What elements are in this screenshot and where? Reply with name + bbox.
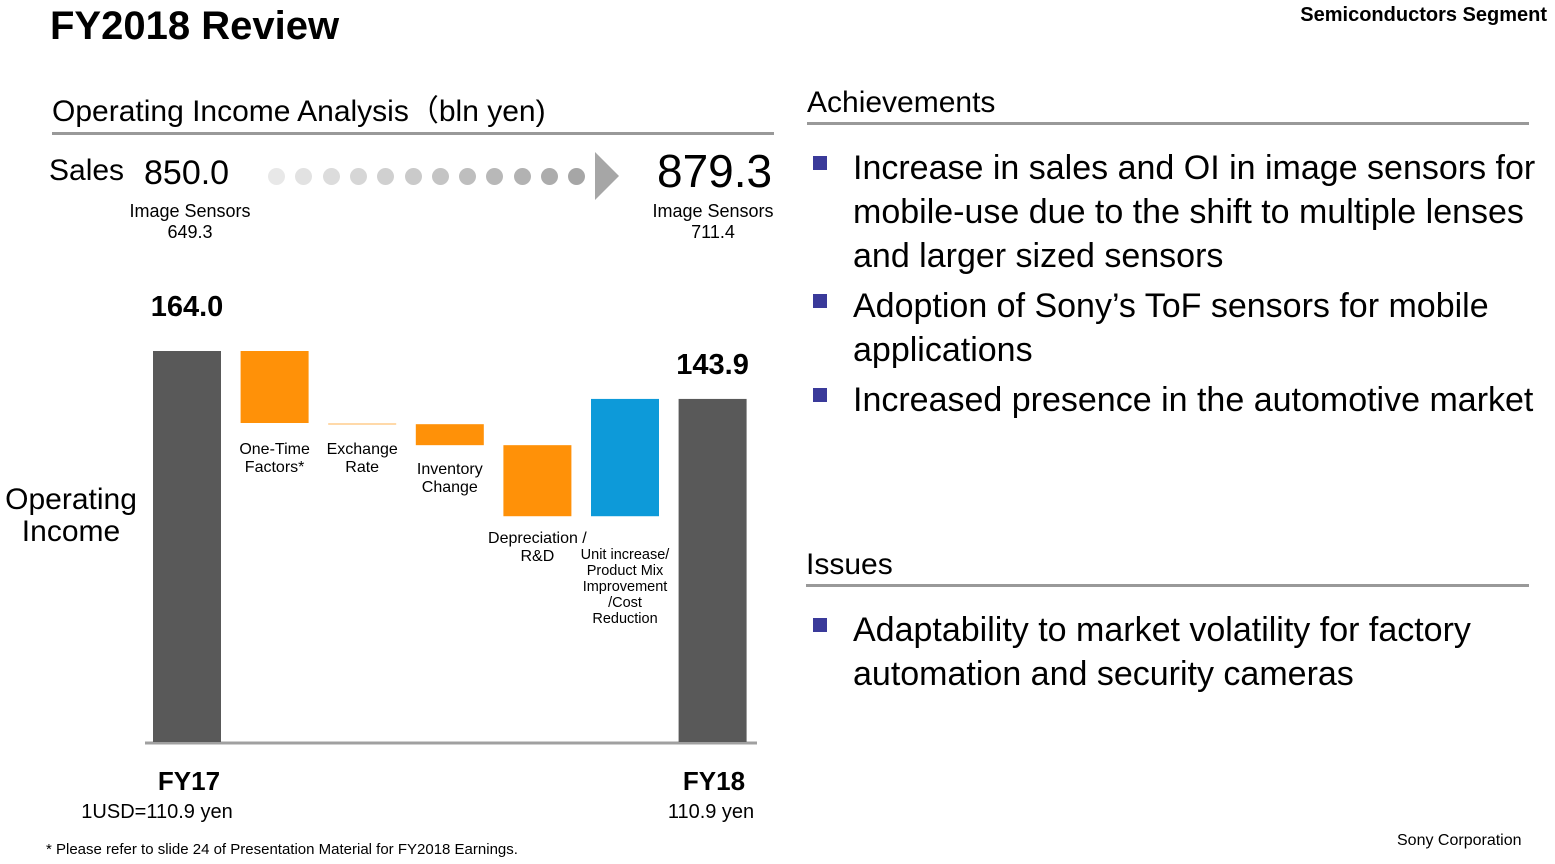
- oi-analysis-heading: Operating Income Analysis（bln yen): [52, 86, 774, 135]
- arrow-dot: [268, 168, 285, 185]
- fy17-rate: 1USD=110.9 yen: [81, 801, 233, 823]
- category-label: One-Time Factors*: [239, 441, 310, 476]
- bar-inventory-change: [415, 424, 484, 446]
- arrow-dot: [349, 168, 367, 185]
- image-sensors-fy18: Image Sensors 711.4: [633, 201, 793, 243]
- list-item: Adaptability to market volatility for fa…: [807, 608, 1547, 696]
- category-label: Depreciation / R&D: [488, 530, 587, 565]
- list-item: Increased presence in the automotive mar…: [807, 378, 1547, 422]
- list-item: Increase in sales and OI in image sensor…: [807, 146, 1547, 278]
- arrow-dot: [459, 168, 477, 185]
- bullet-icon: [813, 388, 827, 402]
- arrow-dot: [513, 168, 531, 185]
- bullet-icon: [813, 294, 827, 308]
- fy18-label: FY18: [682, 766, 746, 796]
- segment-label: Semiconductors Segment: [1300, 4, 1547, 26]
- page-title: FY2018 Review: [50, 4, 340, 48]
- achievements-list: Increase in sales and OI in image sensor…: [807, 146, 1547, 428]
- fy17-label: FY17: [157, 766, 221, 796]
- image-sensors-fy17: Image Sensors 649.3: [110, 201, 270, 243]
- category-label: Exchange Rate: [326, 441, 398, 476]
- arrow-dot: [377, 168, 395, 185]
- arrow-dot: [486, 168, 504, 185]
- arrow-head-icon: [595, 152, 619, 200]
- arrow-dot: [568, 168, 586, 185]
- waterfall-chart: [145, 351, 757, 745]
- arrow-dot: [541, 168, 558, 185]
- arrow-dot: [404, 168, 422, 185]
- category-label: Inventory Change: [416, 461, 483, 496]
- image-sensors-value: 649.3: [167, 222, 213, 242]
- image-sensors-label: Image Sensors: [652, 201, 774, 221]
- footnote: * Please refer to slide 24 of Presentati…: [46, 841, 518, 858]
- bar-one-time-factors: [240, 351, 309, 424]
- sales-fy17: 850.0: [144, 154, 230, 192]
- fy18-rate: 110.9 yen: [667, 801, 755, 823]
- sales-label: Sales: [49, 154, 125, 187]
- bullet-icon: [813, 156, 827, 170]
- bar-fy18: [678, 398, 747, 742]
- operating-income-label: Operating Income: [5, 483, 137, 548]
- achievements-heading: Achievements: [807, 86, 1529, 125]
- arrow-dot: [295, 168, 313, 185]
- bullet-icon: [813, 618, 827, 632]
- corporation-label: Sony Corporation: [1397, 832, 1522, 849]
- sales-fy18: 879.3: [657, 145, 773, 197]
- arrow-dot: [322, 168, 340, 185]
- issues-heading: Issues: [806, 548, 1529, 587]
- image-sensors-value: 711.4: [691, 222, 735, 242]
- image-sensors-label: Image Sensors: [129, 201, 251, 221]
- bar-exchange-rate: [328, 423, 397, 426]
- bar-depreciation-r-d: [503, 445, 572, 517]
- bar-fy17: [153, 351, 221, 742]
- data-label: 143.9: [676, 348, 749, 381]
- issues-list: Adaptability to market volatility for fa…: [807, 608, 1547, 702]
- list-item: Adoption of Sony’s ToF sensors for mobil…: [807, 284, 1547, 372]
- bar-unit-increase-product-mix-improvement-cost-reduction: [591, 398, 659, 517]
- arrow-dot: [431, 168, 449, 185]
- category-label: Unit increase/ Product Mix Improvement /…: [580, 547, 670, 627]
- data-label: 164.0: [150, 291, 224, 323]
